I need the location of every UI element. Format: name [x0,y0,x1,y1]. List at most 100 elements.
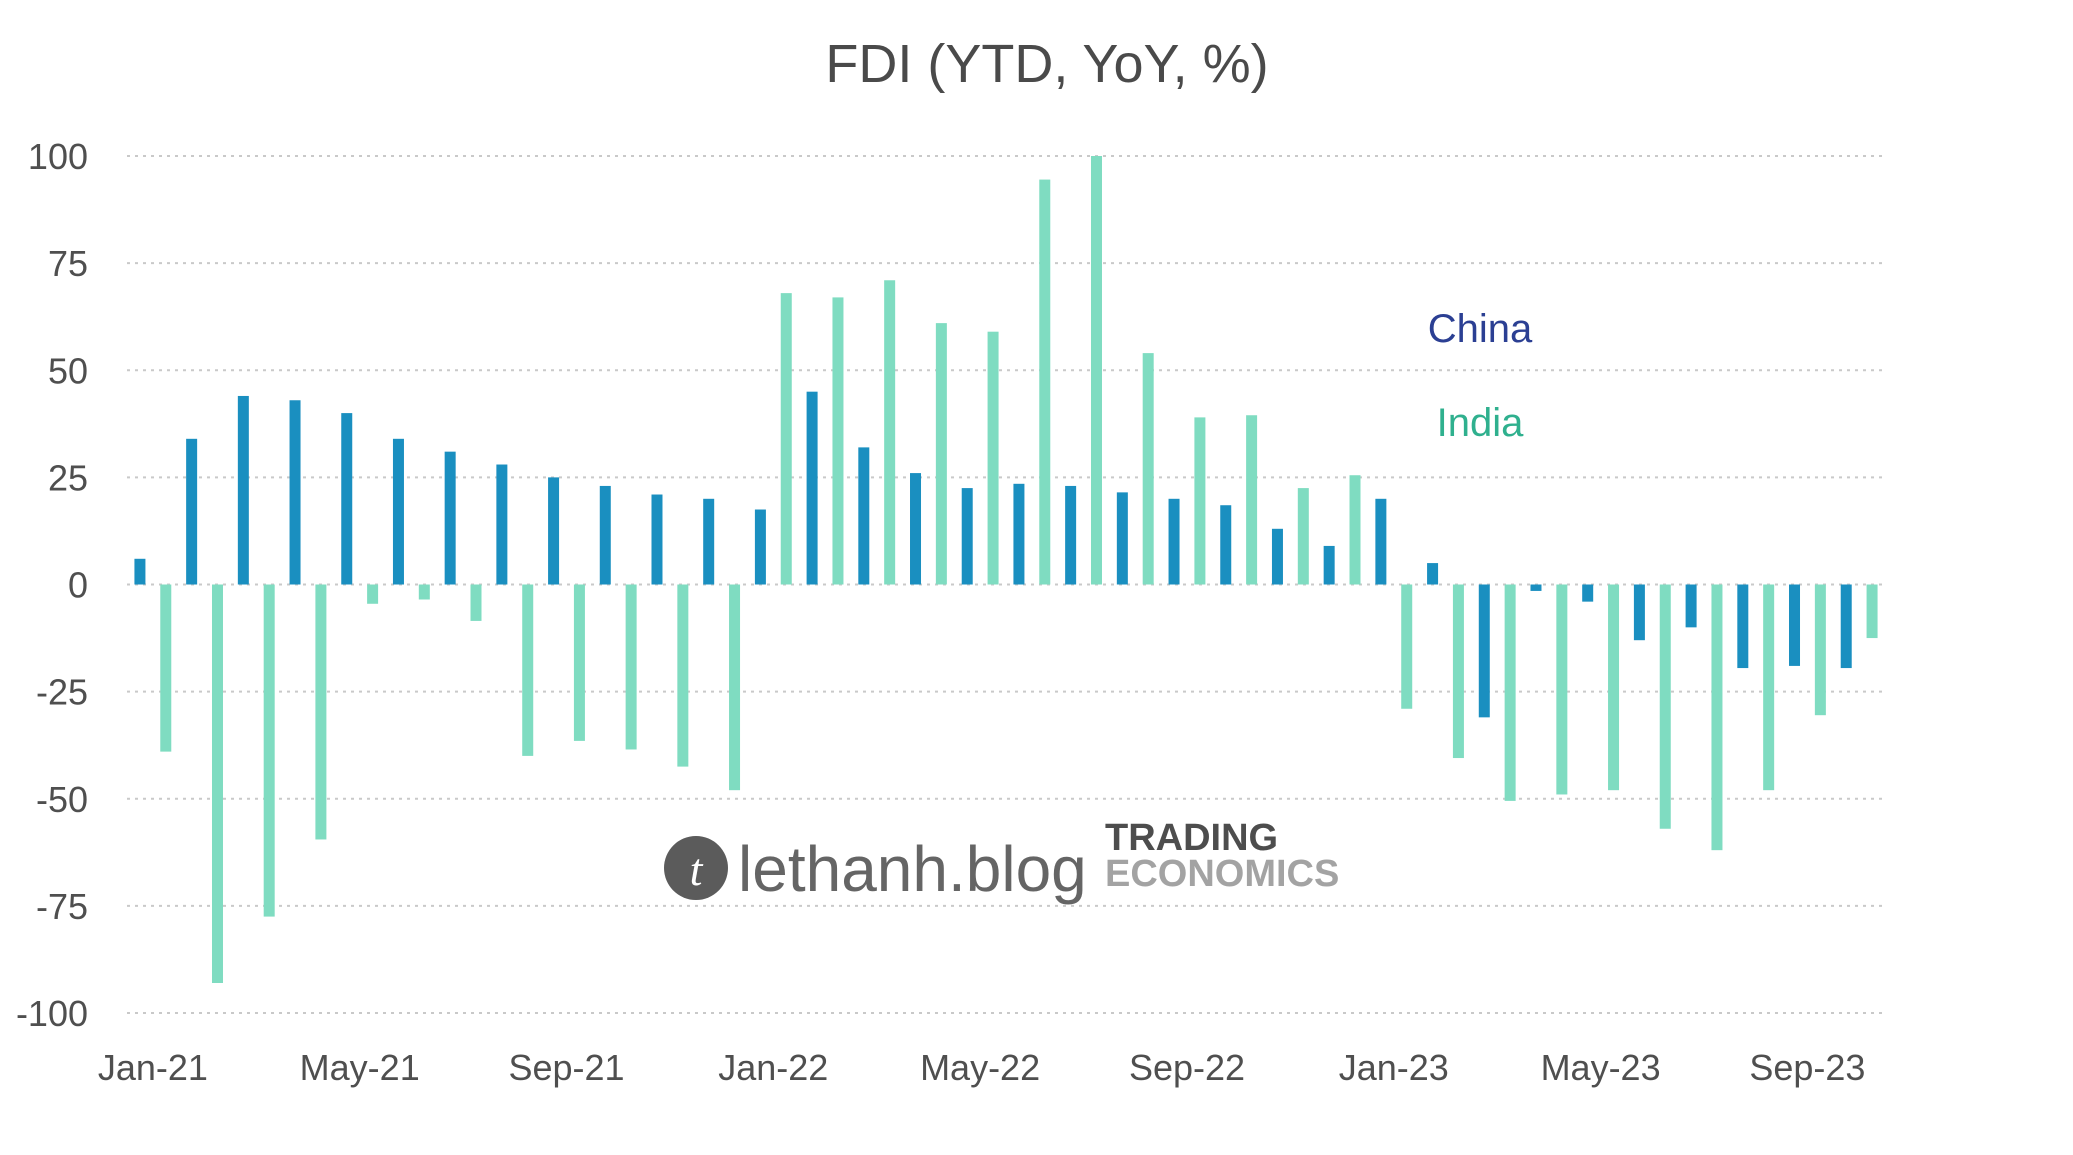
watermark-logo-icon [664,836,728,900]
bar-china [1013,483,1025,585]
watermark-logo-letter: t [690,844,704,895]
bar-india [729,584,741,791]
bar-india [573,584,585,741]
bar-china [1271,528,1283,585]
bar-china [444,451,456,585]
bar-china [1789,584,1801,666]
bar-china [548,477,560,585]
bar-india [1246,415,1258,585]
bar-china [1065,485,1077,585]
bar-india [1866,584,1878,639]
bar-china [1685,584,1697,628]
y-tick-label: -75 [36,886,88,927]
bar-china [1737,584,1749,669]
bar-china [806,391,818,585]
bar-india [1763,584,1775,791]
bar-china [1478,584,1490,718]
bar-china [1633,584,1645,641]
bar-india [211,584,223,983]
y-tick-label: 0 [68,565,88,606]
bar-india [780,293,792,585]
bar-india [884,280,896,585]
bar-india [1452,584,1464,759]
bar-china [1323,545,1335,585]
bar-china [754,509,766,585]
x-tick-label: Jan-23 [1339,1047,1449,1088]
bar-india [1297,488,1309,585]
watermark-brand-line1: TRADING [1105,817,1278,859]
bar-china [1582,584,1594,602]
bar-india [1608,584,1620,791]
y-tick-label: -50 [36,779,88,820]
bar-china [1168,498,1180,585]
bar-china [237,395,249,585]
x-tick-label: Sep-22 [1129,1047,1245,1088]
x-tick-label: Sep-23 [1749,1047,1865,1088]
x-tick-label: May-23 [1541,1047,1661,1088]
bar-india [987,331,999,585]
bar-china [1116,492,1128,585]
bar-india [1349,475,1361,585]
bar-india [832,297,844,585]
bar-china [1375,498,1387,585]
bar-china [910,473,922,585]
x-tick-label: Sep-21 [508,1047,624,1088]
bar-china [858,447,870,585]
bar-china [289,400,301,585]
watermark-brand-line2: ECONOMICS [1105,853,1339,895]
legend-india: India [1437,401,1524,445]
bar-china [134,558,146,585]
bar-india [625,584,637,750]
x-tick-label: May-22 [920,1047,1040,1088]
bar-china [599,485,611,585]
bar-india [1814,584,1826,716]
bar-india [1090,156,1102,585]
y-tick-label: 25 [48,457,88,498]
x-tick-label: Jan-22 [718,1047,828,1088]
bar-india [1194,417,1206,585]
bar-china [1220,505,1232,585]
bar-china [1427,563,1439,585]
watermark-blog-text: lethanh.blog [738,833,1087,905]
bar-india [1504,584,1516,801]
bar-india [677,584,689,767]
bar-india [315,584,327,840]
bar-india [522,584,534,756]
bar-india [418,584,430,600]
bar-india [1556,584,1568,795]
y-tick-label: -25 [36,672,88,713]
x-tick-label: May-21 [300,1047,420,1088]
y-tick-label: -100 [16,993,88,1034]
bar-china [186,438,198,585]
bar-india [1659,584,1671,829]
bar-china [961,488,973,585]
bar-india [263,584,275,917]
legend-china: China [1428,307,1533,351]
bar-china [496,464,508,585]
bar-china [1840,584,1852,669]
x-axis-ticks: Jan-21 May-21 Sep-21 Jan-22 May-22 Sep-22 Jan-… [98,1047,1866,1088]
bars [134,156,1878,983]
bar-india [470,584,482,621]
bar-india [1039,179,1051,585]
chart-title: FDI (YTD, YoY, %) [825,34,1268,94]
bar-china [651,494,663,585]
y-axis-ticks: 100 75 50 25 0 -25 -50 -75 -100 [16,136,88,1034]
bar-china [341,413,353,585]
watermark: t lethanh.blog TRADING ECONOMICS [664,817,1339,905]
bar-india [1401,584,1413,709]
bar-china [703,498,715,585]
bar-india [935,323,947,585]
bar-china [392,438,404,585]
bar-india [367,584,379,604]
y-tick-label: 50 [48,350,88,391]
legend: China India [1428,307,1533,445]
bar-china [1530,584,1542,591]
bar-india [1711,584,1723,851]
bar-india [1142,353,1154,585]
bar-india [160,584,172,752]
y-tick-label: 75 [48,243,88,284]
x-tick-label: Jan-21 [98,1047,208,1088]
